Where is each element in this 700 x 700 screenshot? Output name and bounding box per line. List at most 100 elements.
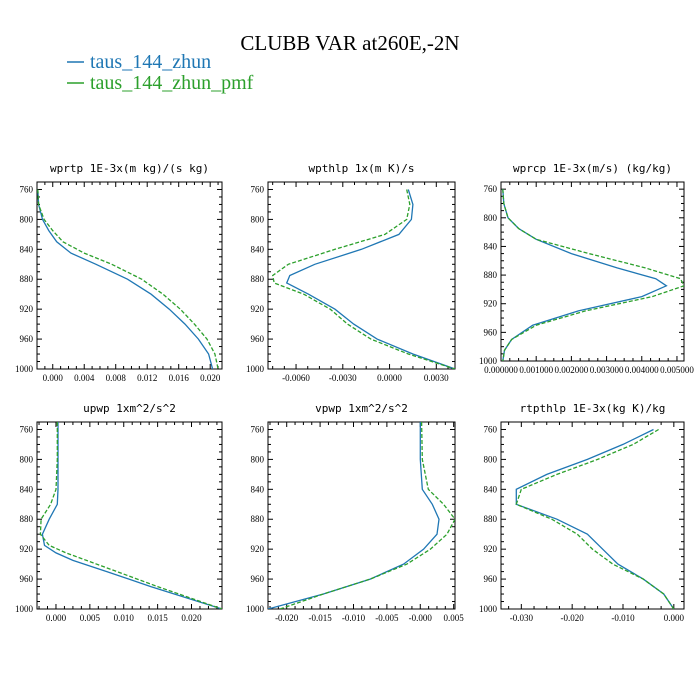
series-line-1 — [268, 422, 440, 609]
y-tick-label: 920 — [484, 544, 498, 554]
figure-title: CLUBB VAR at260E,-2N — [240, 31, 459, 55]
panel-4: upwp 1xm^2/s^2 760 800 840 880 920 960 1000 0.00… — [15, 402, 223, 623]
x-tick-label: 0.005 — [80, 613, 101, 623]
y-tick-label: 1000 — [479, 604, 498, 614]
y-tick-label: 840 — [20, 484, 34, 494]
panel-1: wprtp 1E-3x(m kg)/(s kg) 760 800 840 880 920 9… — [15, 162, 223, 383]
panels: wprtp 1E-3x(m kg)/(s kg) 760 800 840 880 920 9… — [15, 162, 694, 623]
y-tick-label: 960 — [20, 574, 34, 584]
x-tick-label: 0.005 — [444, 613, 465, 623]
y-tick-label: 920 — [251, 304, 265, 314]
plot-frame — [36, 181, 223, 370]
plot-frame — [36, 421, 223, 610]
x-tick-label: -0.030 — [510, 613, 534, 623]
y-tick-label: 760 — [20, 184, 34, 194]
x-tick-label: -0.0030 — [329, 373, 357, 383]
y-tick-label: 800 — [20, 454, 34, 464]
panel-3: wprcp 1E-3x(m/s) (kg/kg) 760 800 840 880 920 9… — [479, 162, 694, 375]
y-tick-label: 880 — [20, 514, 34, 524]
series-line-1 — [37, 189, 214, 369]
series-line-2 — [271, 189, 455, 369]
y-tick-label: 800 — [251, 214, 265, 224]
x-tick-label: 0.008 — [106, 373, 127, 383]
x-tick-label: 0.004 — [74, 373, 95, 383]
y-tick-label: 880 — [484, 270, 498, 280]
plot-frame — [500, 421, 685, 610]
x-tick-label: 0.000 — [43, 373, 64, 383]
x-tick-label: -0.010 — [342, 613, 366, 623]
y-tick-label: 880 — [251, 274, 265, 284]
series-line-1 — [285, 189, 455, 369]
y-tick-label: 960 — [251, 574, 265, 584]
panel-title: vpwp 1xm^2/s^2 — [315, 402, 408, 415]
y-tick-label: 960 — [251, 334, 265, 344]
x-tick-label: -0.020 — [275, 613, 299, 623]
y-tick-label: 760 — [251, 184, 265, 194]
y-tick-label: 920 — [484, 299, 498, 309]
x-tick-label: -0.000 — [409, 613, 433, 623]
y-tick-label: 920 — [20, 304, 34, 314]
x-tick-label: -0.010 — [611, 613, 635, 623]
x-tick-label: 0.001000 — [519, 365, 553, 375]
x-tick-label: 0.010 — [114, 613, 135, 623]
series-line-2 — [37, 189, 219, 369]
x-tick-label: 0.015 — [147, 613, 168, 623]
x-tick-label: -0.0060 — [282, 373, 310, 383]
legend: taus_144_zhun taus_144_zhun_pmf — [67, 51, 254, 94]
plot-frame — [267, 421, 456, 610]
y-tick-label: 1000 — [15, 364, 34, 374]
x-tick-label: 0.004000 — [625, 365, 659, 375]
y-tick-label: 840 — [251, 244, 265, 254]
x-tick-label: 0.016 — [169, 373, 190, 383]
y-tick-label: 840 — [20, 244, 34, 254]
panel-title: wprcp 1E-3x(m/s) (kg/kg) — [513, 162, 672, 175]
series-line-2 — [279, 422, 455, 609]
panel-2: wpthlp 1x(m K)/s 760 800 840 880 920 960 1000 -0… — [246, 162, 456, 383]
panel-title: wpthlp 1x(m K)/s — [309, 162, 415, 175]
y-tick-label: 920 — [20, 544, 34, 554]
y-tick-label: 760 — [251, 424, 265, 434]
y-tick-label: 960 — [484, 327, 498, 337]
y-tick-label: 840 — [251, 484, 265, 494]
legend-label-series-2: taus_144_zhun_pmf — [90, 72, 254, 94]
x-tick-label: -0.005 — [375, 613, 399, 623]
y-tick-label: 880 — [484, 514, 498, 524]
series-line-1 — [41, 422, 222, 609]
y-tick-label: 760 — [484, 424, 498, 434]
plot-frame — [267, 181, 456, 370]
x-tick-label: -0.015 — [308, 613, 332, 623]
y-tick-label: 880 — [20, 274, 34, 284]
x-tick-label: 0.020 — [200, 373, 221, 383]
y-tick-label: 1000 — [15, 604, 34, 614]
x-tick-label: 0.000 — [46, 613, 67, 623]
x-tick-label: 0.0000 — [377, 373, 402, 383]
y-tick-label: 800 — [251, 454, 265, 464]
panel-title: rtpthlp 1E-3x(kg K)/kg — [520, 402, 666, 415]
series-line-1 — [502, 189, 668, 361]
panel-6: rtpthlp 1E-3x(kg K)/kg 760 800 840 880 920 960… — [479, 402, 685, 623]
y-tick-label: 1000 — [246, 364, 265, 374]
y-tick-label: 840 — [484, 241, 498, 251]
y-tick-label: 1000 — [479, 356, 498, 366]
y-tick-label: 800 — [484, 454, 498, 464]
y-tick-label: 960 — [484, 574, 498, 584]
x-tick-label: -0.020 — [561, 613, 585, 623]
plot-frame — [500, 181, 685, 362]
panel-title: wprtp 1E-3x(m kg)/(s kg) — [50, 162, 209, 175]
y-tick-label: 800 — [484, 213, 498, 223]
y-tick-label: 1000 — [246, 604, 265, 614]
legend-label-series-1: taus_144_zhun — [90, 51, 211, 73]
y-tick-label: 760 — [484, 184, 498, 194]
y-tick-label: 760 — [20, 424, 34, 434]
x-tick-label: 0.000 — [664, 613, 685, 623]
x-tick-label: 0.020 — [181, 613, 202, 623]
x-tick-label: 0.002000 — [555, 365, 589, 375]
series-line-2 — [515, 428, 675, 609]
y-tick-label: 840 — [484, 484, 498, 494]
series-line-1 — [515, 428, 675, 609]
series-line-2 — [39, 422, 222, 609]
series-line-2 — [502, 189, 684, 361]
y-tick-label: 800 — [20, 214, 34, 224]
x-tick-label: 0.012 — [137, 373, 157, 383]
